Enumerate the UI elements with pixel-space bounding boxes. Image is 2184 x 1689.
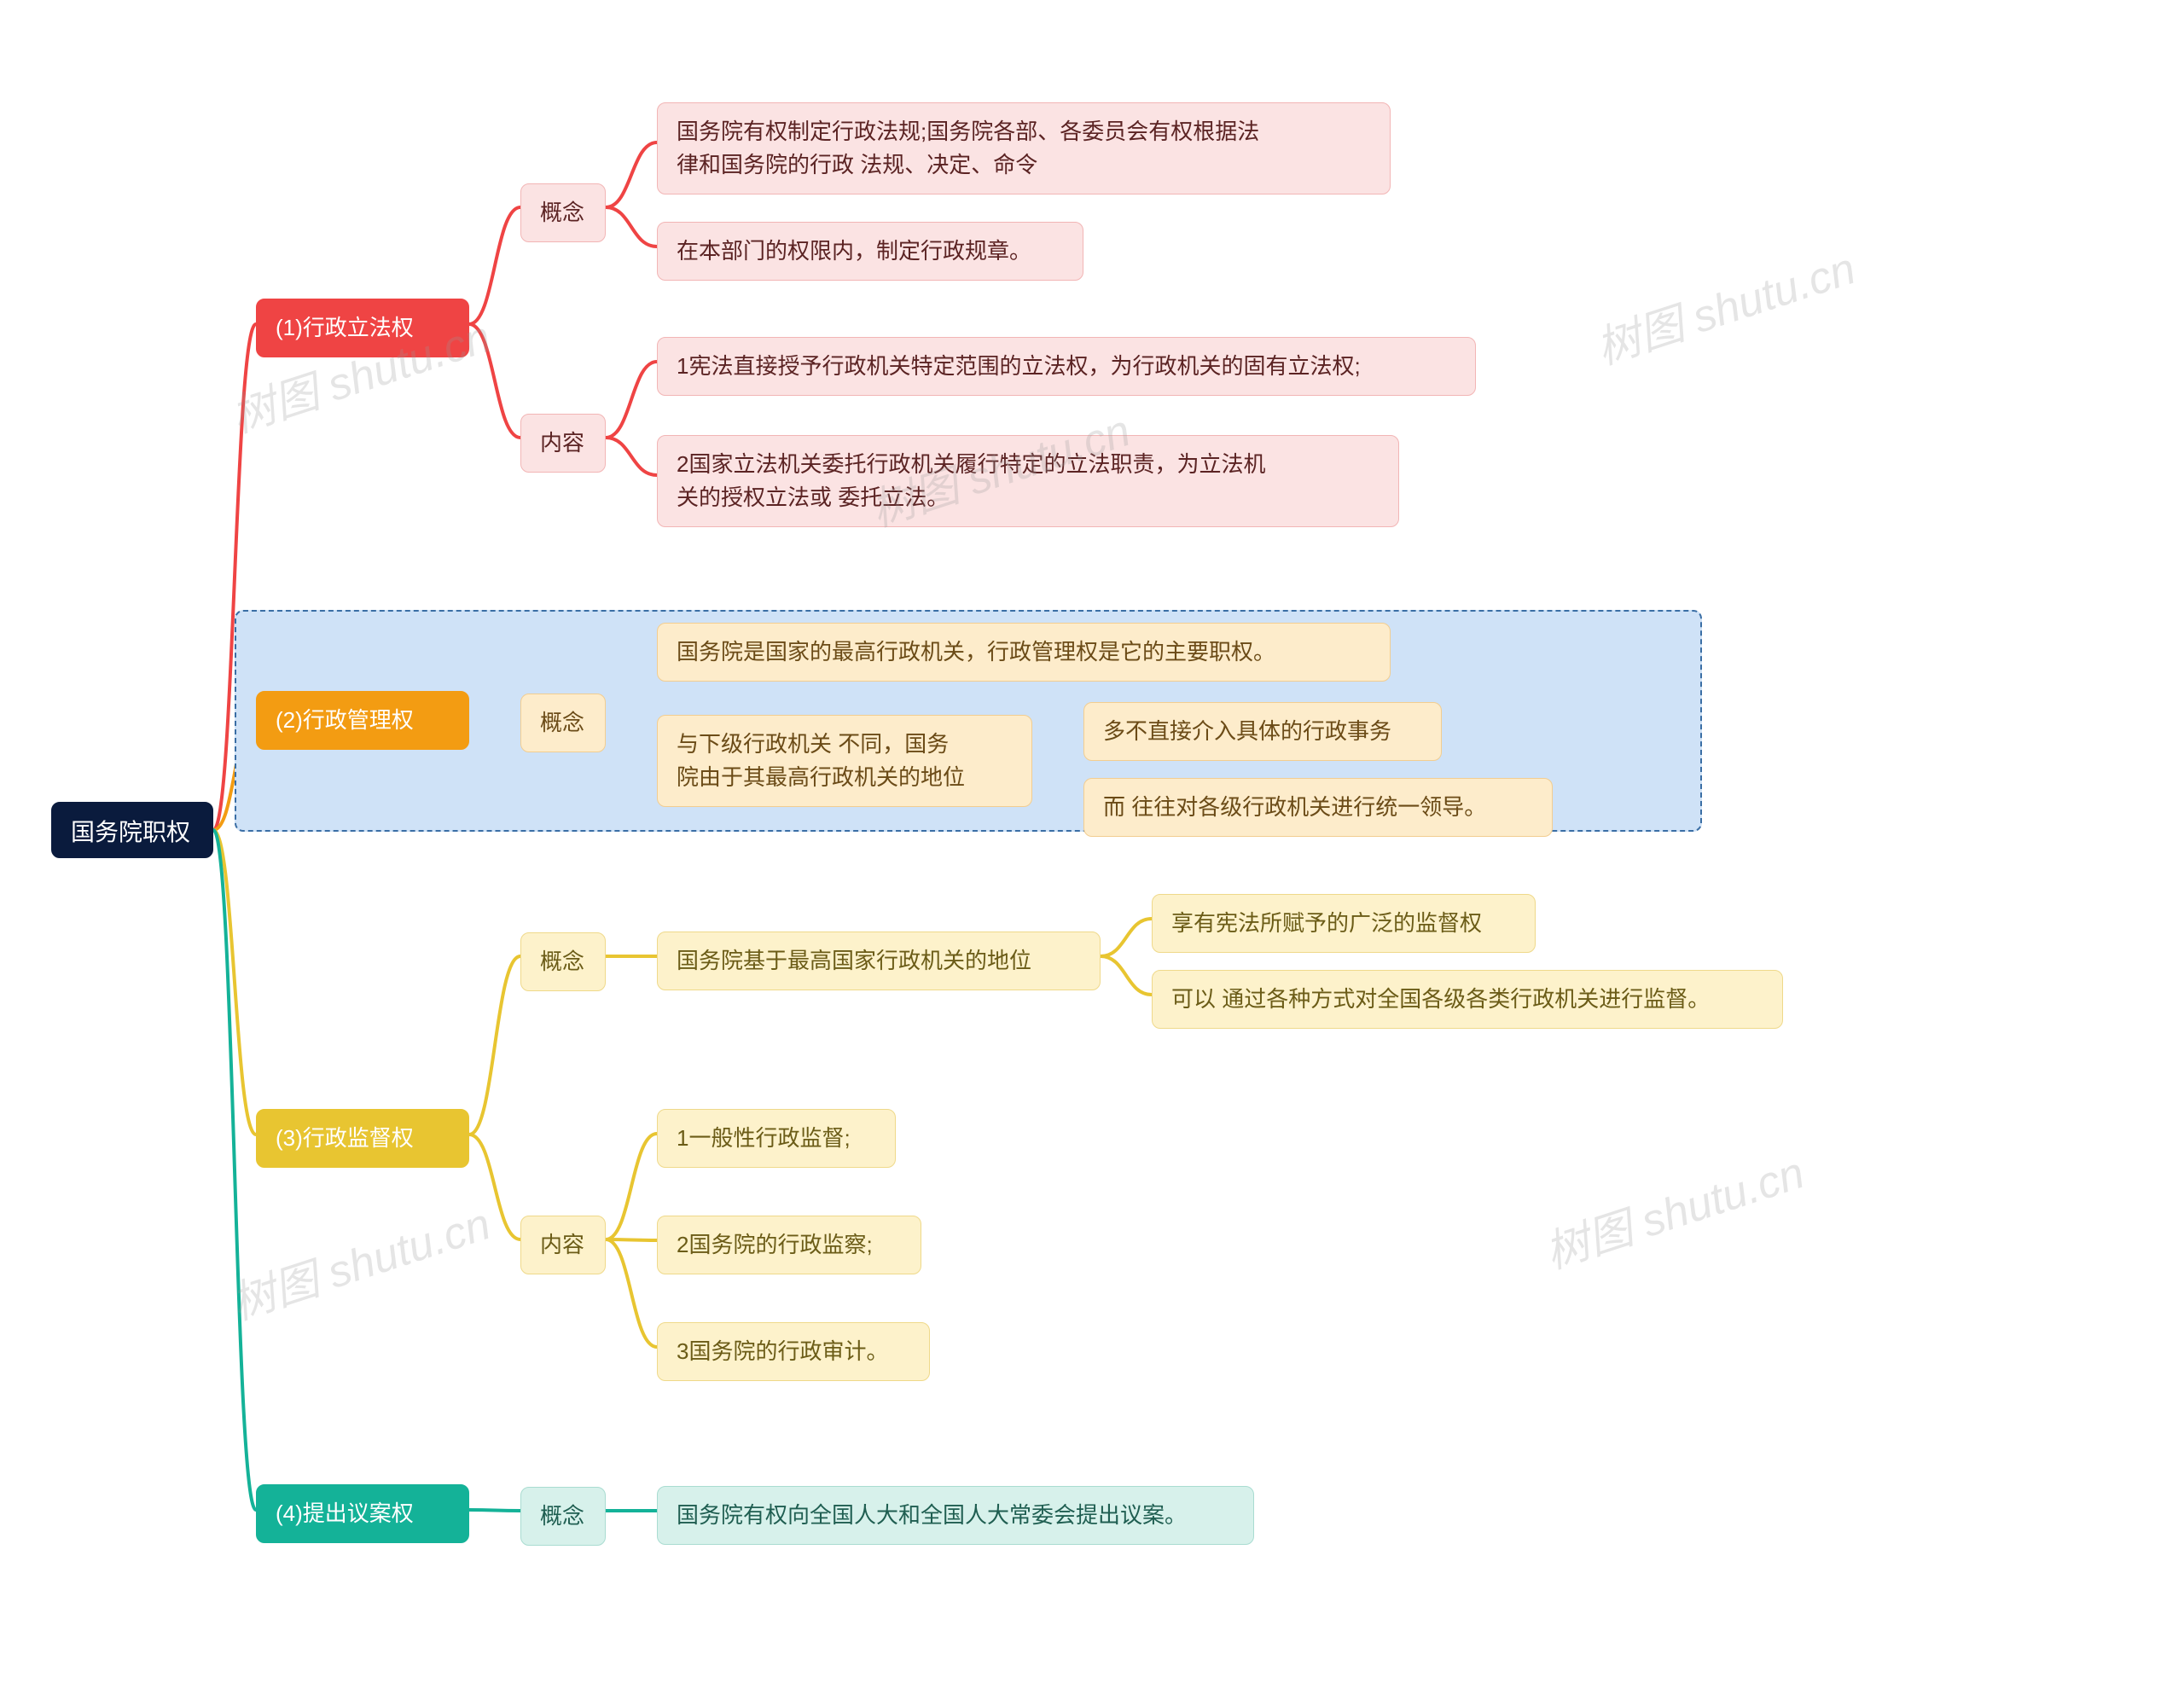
watermark: 树图 shutu.cn [1536,1137,1811,1281]
branch-node-4: (4)提出议案权 [256,1484,469,1543]
branch-3-sub-1-leaf-1: 国务院基于最高国家行政机关的地位 [657,932,1101,990]
root-node: 国务院职权 [51,802,213,858]
branch-node-2: (2)行政管理权 [256,691,469,750]
branch-3-sub-2-leaf-2: 2国务院的行政监察; [657,1216,921,1274]
branch-3-sub-1-leaf-1-leaf-1: 享有宪法所赋予的广泛的监督权 [1152,894,1536,953]
branch-3-sub-2-leaf-3: 3国务院的行政审计。 [657,1322,930,1381]
branch-4-sub-1: 概念 [520,1487,606,1546]
branch-3-sub-1: 概念 [520,932,606,991]
branch-1-sub-2-leaf-1: 1宪法直接授予行政机关特定范围的立法权，为行政机关的固有立法权; [657,337,1476,396]
branch-2-sub-1-leaf-1: 国务院是国家的最高行政机关，行政管理权是它的主要职权。 [657,623,1391,682]
connector-canvas [0,0,2184,1689]
branch-1-sub-1-leaf-2: 在本部门的权限内，制定行政规章。 [657,222,1083,281]
branch-2-sub-1-leaf-2-leaf-1: 多不直接介入具体的行政事务 [1083,702,1442,761]
branch-node-3: (3)行政监督权 [256,1109,469,1168]
branch-2-sub-1-leaf-2: 与下级行政机关 不同，国务 院由于其最高行政机关的地位 [657,715,1032,807]
branch-1-sub-1-leaf-1: 国务院有权制定行政法规;国务院各部、各委员会有权根据法 律和国务院的行政 法规、… [657,102,1391,194]
branch-3-sub-1-leaf-1-leaf-2: 可以 通过各种方式对全国各级各类行政机关进行监督。 [1152,970,1783,1029]
mindmap-stage: 国务院职权(1)行政立法权概念国务院有权制定行政法规;国务院各部、各委员会有权根… [0,0,2184,1689]
branch-3-sub-2-leaf-1: 1一般性行政监督; [657,1109,896,1168]
watermark: 树图 shutu.cn [222,1188,497,1332]
branch-2-sub-1-leaf-2-leaf-2: 而 往往对各级行政机关进行统一领导。 [1083,778,1553,837]
branch-3-sub-2: 内容 [520,1216,606,1274]
watermark: 树图 shutu.cn [1587,233,1862,377]
branch-1-sub-2-leaf-2: 2国家立法机关委托行政机关履行特定的立法职责，为立法机 关的授权立法或 委托立法… [657,435,1399,527]
branch-node-1: (1)行政立法权 [256,299,469,357]
branch-2-sub-1: 概念 [520,694,606,752]
branch-1-sub-1: 概念 [520,183,606,242]
branch-1-sub-2: 内容 [520,414,606,473]
branch-4-sub-1-leaf-1: 国务院有权向全国人大和全国人大常委会提出议案。 [657,1486,1254,1545]
